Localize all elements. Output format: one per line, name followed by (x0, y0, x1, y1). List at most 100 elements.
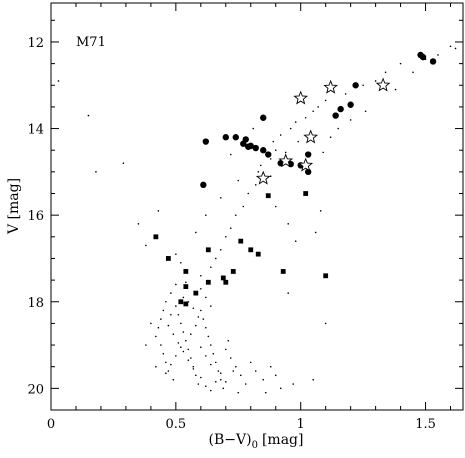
data-point-dot (272, 140, 275, 143)
y-axis-label: V [mag] (6, 178, 22, 235)
data-point-dot (162, 309, 165, 312)
data-point-circle (200, 181, 207, 189)
data-point-dot (215, 381, 217, 383)
data-point-dot (304, 116, 307, 119)
data-point-dot (175, 283, 177, 286)
data-point-dot (224, 381, 227, 383)
data-point-dot (399, 62, 402, 65)
chart-title: M71 (76, 35, 106, 50)
data-point-dot (200, 376, 202, 379)
data-point-dot (242, 205, 245, 208)
data-point-dot (150, 322, 152, 325)
data-point-dot (324, 99, 327, 102)
y-tick-labels: 12 14 16 18 20 (27, 36, 44, 397)
x-tick-label: 0 (47, 417, 55, 432)
data-point-square (303, 191, 309, 196)
data-point-dot (187, 348, 190, 351)
data-point-circle (252, 144, 259, 152)
data-point-dot (289, 127, 292, 130)
data-point-dot (212, 352, 215, 355)
data-point-dot (319, 210, 322, 212)
data-point-dot (274, 374, 277, 377)
data-point-dot (195, 231, 197, 234)
data-point-dot (190, 333, 192, 336)
y-tick-label: 12 (27, 36, 44, 51)
data-point-dot (177, 342, 180, 344)
data-point-dot (234, 214, 237, 216)
data-point-dot (269, 175, 272, 177)
data-point-dot (205, 385, 207, 387)
data-point-square (255, 251, 261, 257)
data-point-dot (215, 361, 217, 364)
data-point-dot (224, 348, 227, 351)
data-point-dot (219, 378, 222, 381)
data-point-dot (200, 346, 202, 349)
data-point-dot (182, 331, 185, 333)
data-point-dot (200, 287, 202, 290)
data-point-star (255, 170, 271, 185)
data-point-dot (219, 197, 222, 199)
data-point-dot (185, 339, 187, 342)
data-point-dot (157, 210, 160, 212)
plot-frame (50, 2, 464, 411)
data-point-dot (57, 80, 60, 82)
data-point-dot (249, 361, 252, 364)
data-point-dot (205, 214, 207, 216)
data-point-circle (419, 53, 427, 61)
data-point-star (375, 77, 391, 92)
data-point-dot (229, 357, 232, 359)
data-point-square (230, 269, 236, 274)
data-point-dot (170, 363, 172, 366)
data-point-dot (257, 171, 260, 173)
data-point-square (248, 247, 254, 253)
data-point-dot (167, 370, 170, 372)
data-point-star (323, 79, 339, 94)
data-point-dot (252, 127, 255, 130)
data-point-dot (192, 368, 195, 370)
data-point-dot (207, 335, 210, 338)
data-point-dot (165, 300, 167, 303)
data-point-dot (259, 164, 262, 167)
data-point-dot (324, 322, 327, 325)
data-point-dot (155, 335, 157, 338)
data-point-dot (234, 365, 237, 368)
data-point-dot (224, 236, 227, 238)
data-point-dot (122, 162, 125, 164)
data-point-circle (337, 105, 344, 113)
data-point-dot (202, 318, 205, 320)
data-point-dot (157, 326, 160, 329)
data-point-dot (294, 240, 297, 242)
data-point-square (265, 193, 271, 199)
data-point-circle (347, 101, 354, 108)
data-point-dot (454, 47, 457, 50)
data-point-dot (274, 149, 277, 152)
data-point-dot (322, 151, 324, 154)
data-point-dot (237, 179, 240, 182)
data-point-dot (287, 292, 290, 294)
data-point-dot (362, 84, 364, 87)
data-point-dot (279, 387, 282, 390)
data-point-dot (210, 305, 212, 307)
y-tick-label: 20 (27, 382, 44, 397)
data-point-dot (264, 391, 267, 394)
x-axis-label-subscript: 0 (252, 440, 258, 451)
data-point-square (178, 299, 184, 305)
data-point-square (205, 247, 211, 253)
data-point-dot (175, 355, 177, 357)
data-point-dot (217, 370, 220, 372)
data-point-dot (210, 266, 212, 268)
data-point-dot (219, 372, 222, 375)
data-point-circle (260, 147, 267, 154)
data-point-dot (232, 370, 235, 372)
data-point-square (323, 273, 329, 279)
data-point-dot (294, 121, 297, 123)
data-point-dot (284, 151, 287, 154)
data-point-dot (344, 93, 347, 95)
data-point-dot (205, 296, 207, 299)
data-point-dot (87, 114, 90, 117)
data-point-dot (160, 344, 162, 346)
data-point-dot (165, 361, 167, 364)
y-tick-label: 18 (27, 296, 44, 311)
data-point-dot (162, 352, 165, 355)
y-tick-label: 14 (27, 123, 44, 138)
